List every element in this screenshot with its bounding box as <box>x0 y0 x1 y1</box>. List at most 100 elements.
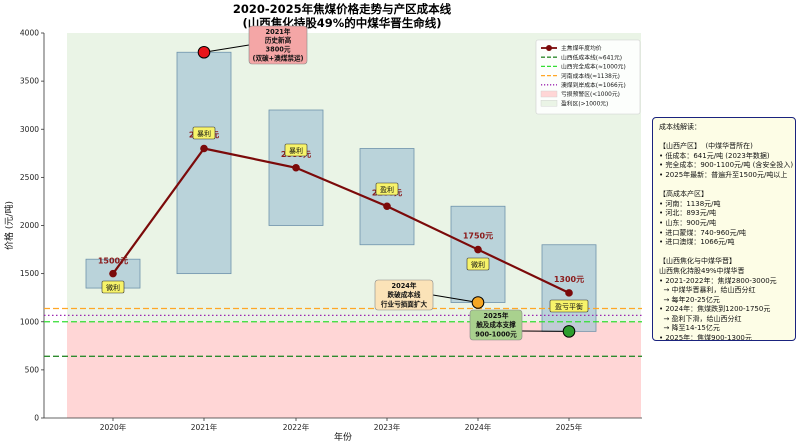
status-badge: 暴利 <box>192 126 216 140</box>
y-tick-label: 500 <box>25 365 40 374</box>
x-tick-label: 2022年 <box>283 422 310 432</box>
panel-line: → 降至14-15亿元 <box>659 324 720 333</box>
status-badge: 微利 <box>466 257 490 271</box>
price-point <box>292 163 300 172</box>
panel-line: • 河南：1138元/吨 <box>659 199 721 208</box>
annotation-text: 行业亏损面扩大 <box>380 299 428 308</box>
annotation-marker <box>471 296 485 309</box>
panel-line: 【山西产区】 (中煤华晋所在) <box>659 142 753 151</box>
panel-line <box>659 248 789 258</box>
panel-line <box>659 181 789 191</box>
annotation-text: 跌破成本线 <box>388 290 421 299</box>
price-point <box>565 289 573 297</box>
legend-label: 河南成本线(≈1138元) <box>561 72 620 80</box>
y-tick-label: 1000 <box>20 317 39 326</box>
panel-line: 成本线解读： <box>659 123 701 131</box>
annotation-text: 2024年 <box>392 281 417 290</box>
status-badge-box <box>375 182 399 196</box>
x-tick-label: 2021年 <box>191 422 218 432</box>
legend-swatch-series-marker <box>546 45 552 51</box>
price-point <box>200 144 208 153</box>
panel-line: • 2025年：焦煤900-1300元 <box>659 334 752 341</box>
annotation-box <box>374 279 434 311</box>
status-badge-label: 盈亏平衡 <box>555 302 583 311</box>
value-label: 1300元 <box>554 275 584 284</box>
price-range-bar <box>176 51 232 275</box>
panel-line: → 盈利下滑，给山西分红 <box>659 314 742 323</box>
legend-label: 澳煤到岸成本(≈1066元) <box>561 81 626 89</box>
legend-swatch-zone <box>540 99 558 107</box>
y-tick-label: 4000 <box>20 29 39 38</box>
y-tick-label: 1500 <box>20 269 39 278</box>
x-tick-label: 2020年 <box>100 422 127 432</box>
annotation-text: (双碳+澳煤禁运) <box>252 53 303 62</box>
panel-line <box>659 133 789 143</box>
price-range-bar <box>541 244 597 332</box>
status-badge-label: 盈利 <box>380 185 394 194</box>
price-point <box>474 245 482 254</box>
legend-label: 山西低成本线(≈641元) <box>561 53 622 61</box>
annotation-text: 900-1000元 <box>475 330 517 338</box>
legend-label: 盈利区(>1000元) <box>561 99 608 107</box>
panel-line: • 河北：893元/吨 <box>659 209 717 218</box>
panel-line: • 进口蒙煤：740-960元/吨 <box>659 228 746 237</box>
annotation-marker <box>197 45 211 59</box>
x-axis-label: 年份 <box>334 431 352 443</box>
legend-swatch-zone <box>540 90 558 98</box>
status-badge-label: 微利 <box>106 283 120 292</box>
legend-label: 主焦煤年度均价 <box>561 44 602 52</box>
price-range-bar <box>450 205 506 303</box>
panel-line: • 进口澳煤：1066元/吨 <box>659 238 735 247</box>
price-series-line <box>112 147 570 294</box>
price-point <box>109 269 117 278</box>
legend-box <box>535 39 641 115</box>
chart-title: 2020-2025年焦煤价格走势与产区成本线 <box>233 2 452 16</box>
panel-line: 山西焦化持股49%中煤华晋 <box>659 266 745 275</box>
status-badge: 暴利 <box>284 143 308 157</box>
status-badge: 微利 <box>101 280 125 294</box>
panel-line: • 2025年最新：普遍升至1500元/吨以上 <box>659 170 788 179</box>
panel-line: • 完全成本：900-1100元/吨 (含安全投入) <box>659 161 794 170</box>
panel-line: • 2021-2022年：焦煤2800-3000元 <box>659 276 777 285</box>
annotation-box <box>469 309 523 341</box>
annotation-box <box>248 25 308 65</box>
annotation-text: 2021年 <box>266 27 291 36</box>
y-tick-label: 0 <box>34 414 39 423</box>
annotation-marker <box>562 325 576 338</box>
status-badge-box <box>466 257 490 271</box>
panel-line: → 中煤华晋暴利，给山西分红 <box>659 286 756 295</box>
panel-line: • 2024年：焦煤跌到1200-1750元 <box>659 305 771 314</box>
value-label: 1500元 <box>98 257 128 266</box>
status-badge-box <box>284 143 308 157</box>
annotation-arrow <box>203 44 250 53</box>
status-badge-label: 暴利 <box>197 129 211 138</box>
legend-label: 亏损预警区(<1000元) <box>561 90 620 98</box>
status-badge: 盈利 <box>375 182 399 196</box>
panel-line: • 山东：900元/吨 <box>659 218 717 227</box>
annotation-text: 2025年 <box>484 311 509 320</box>
x-tick-label: 2025年 <box>556 422 583 432</box>
status-badge-box <box>549 299 589 313</box>
price-point <box>383 202 391 211</box>
y-tick-label: 3000 <box>20 125 39 134</box>
y-tick-label: 2000 <box>20 221 39 230</box>
loss-warning-zone <box>67 321 641 418</box>
value-label: 1750元 <box>463 232 493 241</box>
panel-line: 【山西焦化与中煤华晋】 <box>659 257 736 266</box>
panel-line: → 每年20-25亿元 <box>659 295 720 304</box>
status-badge-label: 微利 <box>471 260 485 269</box>
status-badge-label: 暴利 <box>289 146 303 155</box>
annotation-arrow <box>432 294 479 303</box>
y-axis-label: 价格 (元/吨) <box>3 201 15 250</box>
price-range-bar <box>359 148 415 246</box>
cost-explanation-panel: 成本线解读： 【山西产区】 (中煤华晋所在) • 低成本：641元/吨 (2023… <box>652 117 796 341</box>
x-tick-label: 2023年 <box>374 422 401 432</box>
panel-line: 【高成本产区】 <box>659 190 708 199</box>
y-tick-label: 3500 <box>20 77 39 86</box>
annotation-text: 触及成本支撑 <box>475 320 516 329</box>
